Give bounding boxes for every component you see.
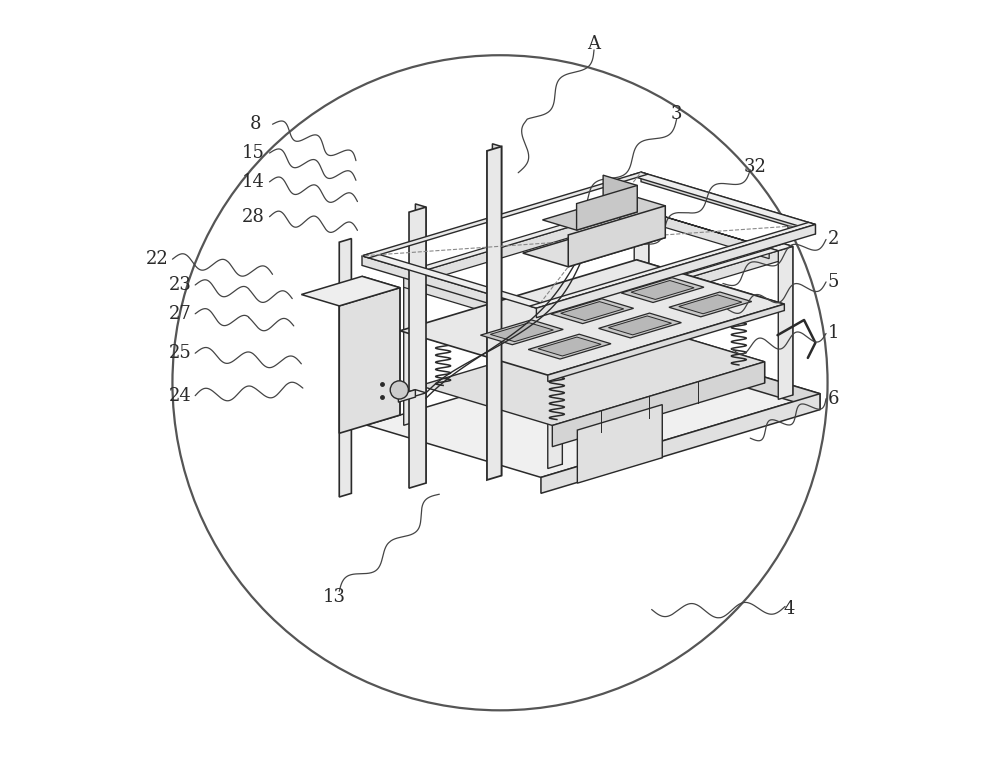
Text: 25: 25 — [169, 344, 191, 362]
Polygon shape — [552, 361, 765, 447]
Polygon shape — [524, 389, 662, 430]
Polygon shape — [539, 313, 562, 320]
Polygon shape — [542, 202, 637, 230]
Text: 8: 8 — [250, 115, 262, 133]
Polygon shape — [634, 208, 769, 259]
Text: 2: 2 — [828, 231, 839, 249]
Polygon shape — [490, 323, 553, 342]
Polygon shape — [784, 244, 793, 395]
Polygon shape — [398, 390, 426, 398]
Polygon shape — [404, 272, 418, 425]
Polygon shape — [339, 238, 351, 497]
Polygon shape — [362, 276, 400, 415]
Polygon shape — [568, 205, 665, 267]
Polygon shape — [551, 299, 634, 323]
Polygon shape — [553, 313, 562, 464]
Polygon shape — [669, 292, 752, 317]
Polygon shape — [480, 320, 563, 345]
Polygon shape — [577, 186, 637, 230]
Polygon shape — [608, 316, 672, 335]
Polygon shape — [603, 175, 637, 212]
Polygon shape — [538, 337, 601, 356]
Polygon shape — [362, 253, 547, 308]
Polygon shape — [631, 281, 694, 299]
Polygon shape — [362, 172, 648, 258]
Polygon shape — [640, 200, 649, 352]
Polygon shape — [630, 172, 815, 228]
Text: 22: 22 — [146, 250, 169, 268]
Polygon shape — [418, 208, 634, 283]
Polygon shape — [632, 322, 765, 383]
Polygon shape — [620, 193, 665, 237]
Polygon shape — [339, 288, 400, 433]
Polygon shape — [679, 295, 742, 314]
Text: 4: 4 — [784, 600, 795, 619]
Circle shape — [390, 380, 408, 399]
Polygon shape — [404, 277, 539, 328]
Polygon shape — [530, 222, 815, 308]
Polygon shape — [548, 316, 562, 469]
Polygon shape — [528, 334, 611, 359]
Polygon shape — [362, 256, 536, 318]
Polygon shape — [561, 301, 624, 320]
Polygon shape — [555, 249, 778, 316]
Polygon shape — [621, 278, 704, 302]
Polygon shape — [627, 205, 769, 248]
Polygon shape — [778, 247, 793, 400]
Text: 1: 1 — [828, 324, 839, 342]
Polygon shape — [641, 172, 815, 234]
Polygon shape — [548, 304, 784, 381]
Text: A: A — [588, 35, 601, 53]
Polygon shape — [411, 205, 634, 272]
Polygon shape — [625, 200, 649, 208]
Polygon shape — [409, 207, 426, 488]
Text: 28: 28 — [241, 208, 264, 226]
Polygon shape — [415, 204, 426, 483]
Text: 3: 3 — [671, 104, 682, 123]
Polygon shape — [301, 276, 400, 306]
Polygon shape — [577, 405, 662, 483]
Text: 5: 5 — [828, 273, 839, 291]
Polygon shape — [395, 269, 418, 277]
Text: 32: 32 — [743, 158, 766, 176]
Text: 6: 6 — [828, 390, 839, 408]
Polygon shape — [636, 260, 784, 310]
Text: 14: 14 — [241, 173, 264, 191]
Polygon shape — [367, 342, 820, 477]
Text: 23: 23 — [169, 276, 191, 294]
Polygon shape — [541, 393, 820, 493]
Polygon shape — [523, 224, 665, 267]
Polygon shape — [400, 260, 784, 375]
Polygon shape — [487, 147, 502, 480]
Polygon shape — [562, 251, 778, 326]
Polygon shape — [420, 322, 765, 425]
Text: 15: 15 — [241, 144, 264, 162]
Polygon shape — [599, 313, 681, 338]
Polygon shape — [396, 275, 539, 317]
Polygon shape — [769, 244, 793, 251]
Polygon shape — [646, 342, 820, 409]
Polygon shape — [609, 389, 662, 457]
Polygon shape — [634, 203, 649, 356]
Text: 24: 24 — [169, 387, 191, 405]
Text: 13: 13 — [323, 587, 346, 606]
Polygon shape — [409, 269, 418, 421]
Polygon shape — [492, 144, 502, 476]
Polygon shape — [536, 224, 815, 318]
Polygon shape — [398, 390, 415, 402]
Text: 27: 27 — [169, 304, 191, 323]
